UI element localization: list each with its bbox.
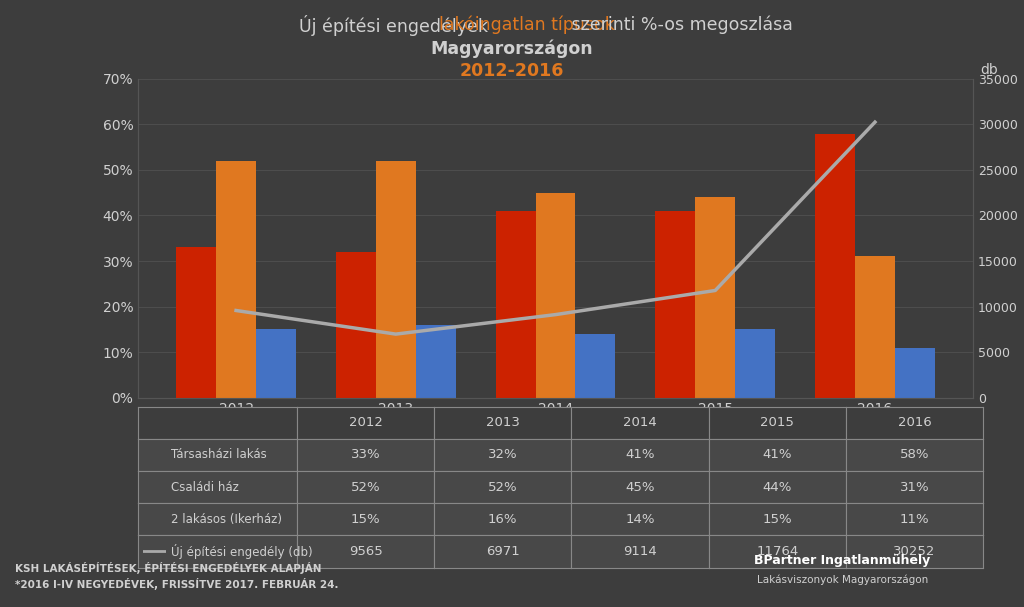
Bar xyxy=(815,134,855,398)
Bar xyxy=(655,211,695,398)
Text: 11%: 11% xyxy=(900,513,929,526)
Bar xyxy=(416,325,456,398)
Bar xyxy=(575,334,615,398)
Text: Családi ház: Családi ház xyxy=(171,481,239,493)
Text: 31%: 31% xyxy=(900,481,929,493)
Bar xyxy=(176,248,216,398)
Text: 2012-2016: 2012-2016 xyxy=(460,62,564,80)
Text: Magyarországon: Magyarországon xyxy=(431,39,593,58)
Text: 2014: 2014 xyxy=(624,416,656,429)
Text: KSH LAKÁSÉPÍTÉSEK, ÉPÍTÉSI ENGEDÉLYEK ALAPJÁN: KSH LAKÁSÉPÍTÉSEK, ÉPÍTÉSI ENGEDÉLYEK AL… xyxy=(15,561,322,574)
Text: 2013: 2013 xyxy=(485,416,520,429)
Bar xyxy=(376,161,416,398)
Text: db: db xyxy=(981,63,998,77)
Bar xyxy=(216,161,256,398)
Text: 44%: 44% xyxy=(763,481,792,493)
Bar xyxy=(496,211,536,398)
Text: 2 lakásos (Ikerház): 2 lakásos (Ikerház) xyxy=(171,513,282,526)
Text: 16%: 16% xyxy=(488,513,517,526)
Text: 45%: 45% xyxy=(626,481,654,493)
Text: 11764: 11764 xyxy=(756,545,799,558)
Text: Új építési engedély (db): Új építési engedély (db) xyxy=(171,544,312,559)
Text: lakóingatlan típusok: lakóingatlan típusok xyxy=(439,15,614,33)
Text: 33%: 33% xyxy=(351,449,380,461)
Bar xyxy=(336,252,376,398)
Text: Új építési engedélyek: Új építési engedélyek xyxy=(299,15,494,36)
Text: szerinti %-os megoszlása: szerinti %-os megoszlása xyxy=(566,15,793,33)
Bar xyxy=(695,197,735,398)
Text: 41%: 41% xyxy=(763,449,792,461)
Text: 2012: 2012 xyxy=(348,416,383,429)
Text: BPartner Ingatlanmühely: BPartner Ingatlanmühely xyxy=(754,554,931,568)
Text: 58%: 58% xyxy=(900,449,929,461)
Text: 32%: 32% xyxy=(488,449,517,461)
Text: 14%: 14% xyxy=(626,513,654,526)
Text: 9114: 9114 xyxy=(624,545,656,558)
Text: 30252: 30252 xyxy=(893,545,936,558)
Bar xyxy=(895,347,935,398)
Text: 6971: 6971 xyxy=(486,545,519,558)
Text: Társasházi lakás: Társasházi lakás xyxy=(171,449,267,461)
Text: 2016: 2016 xyxy=(898,416,931,429)
Bar xyxy=(536,192,575,398)
Text: 52%: 52% xyxy=(351,481,380,493)
Bar xyxy=(735,329,775,398)
Text: 15%: 15% xyxy=(763,513,792,526)
Text: *2016 I-IV NEGYEDÉVEK, FRISSÍTVE 2017. FEBRUÁR 24.: *2016 I-IV NEGYEDÉVEK, FRISSÍTVE 2017. F… xyxy=(15,578,339,590)
Text: 9565: 9565 xyxy=(349,545,382,558)
Text: 41%: 41% xyxy=(626,449,654,461)
Text: 52%: 52% xyxy=(488,481,517,493)
Text: 2015: 2015 xyxy=(760,416,795,429)
Bar xyxy=(256,329,296,398)
Text: 15%: 15% xyxy=(351,513,380,526)
Bar xyxy=(855,256,895,398)
Text: Lakásviszonyok Magyarországon: Lakásviszonyok Magyarországon xyxy=(757,575,928,585)
